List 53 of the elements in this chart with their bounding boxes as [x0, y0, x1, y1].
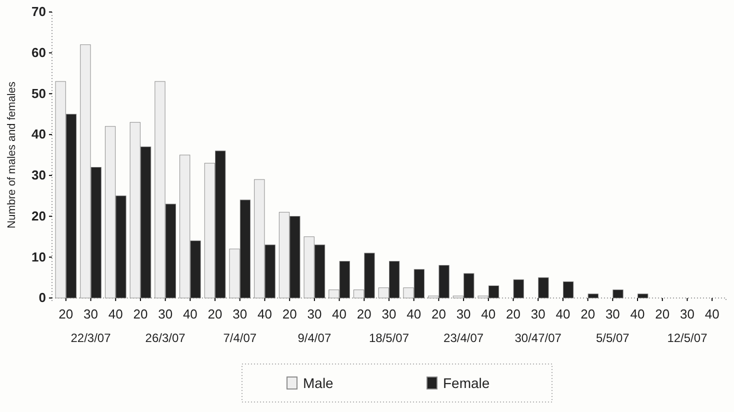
x-tick-label: 40 [182, 306, 198, 322]
x-tick-label: 30 [605, 306, 620, 322]
y-tick-label: 0 [38, 290, 46, 306]
x-tick-label: 30 [307, 306, 322, 322]
text: 26/3/07 [145, 331, 186, 345]
text: 7/4/07 [223, 331, 257, 345]
x-tick-label: 40 [258, 306, 272, 322]
y-tick-label: 70 [32, 4, 46, 20]
x-tick-label: 30 [158, 306, 173, 322]
x-tick-label: 20 [282, 306, 297, 322]
y-tick-label: 20 [32, 208, 46, 224]
x-tick-label: 30 [680, 306, 694, 322]
x-tick-label: 30 [84, 306, 98, 322]
x-tick-label: 30 [530, 306, 546, 322]
bar [588, 294, 598, 298]
text: 30/47/07 [514, 331, 562, 345]
y-axis-title: Numbre of males and females [6, 81, 18, 228]
text: 22/3/07 [70, 331, 112, 345]
bar [562, 281, 574, 298]
x-tick-label: 30 [382, 306, 396, 322]
x-tick-label: 40 [406, 306, 422, 322]
x-tick-label: 20 [356, 306, 372, 322]
x-tick-label: 40 [704, 306, 720, 322]
y-tick-label: 40 [32, 126, 46, 142]
x-tick-label: 40 [108, 306, 123, 322]
x-tick-label: 20 [208, 306, 222, 322]
bar [513, 279, 524, 298]
legend-label: Male [303, 375, 334, 391]
text: 12/5/07 [667, 331, 708, 345]
text: 23/4/07 [444, 331, 484, 345]
y-tick-label: 60 [32, 45, 46, 60]
x-tick-label: 20 [431, 306, 446, 322]
text: 9/4/07 [298, 331, 332, 345]
x-tick-label: 40 [556, 306, 570, 322]
bar [538, 277, 549, 298]
text: 18/5/07 [368, 331, 410, 345]
x-tick-label: 40 [481, 306, 496, 322]
x-tick-label: 20 [506, 306, 520, 322]
x-tick-label: 30 [232, 306, 248, 322]
x-tick-label: 20 [58, 306, 74, 322]
x-tick-label: 40 [630, 306, 645, 322]
bar [612, 290, 624, 298]
bar [638, 294, 648, 298]
x-tick-label: 20 [580, 306, 596, 322]
x-tick-label: 20 [133, 306, 148, 322]
x-tick-label: 30 [456, 306, 471, 322]
text: 5/5/07 [596, 331, 630, 345]
y-tick-label: 50 [32, 86, 46, 101]
legend-label: Female [443, 375, 490, 391]
y-tick-label: 10 [32, 249, 46, 264]
x-tick-label: 20 [655, 306, 670, 322]
x-tick-label: 40 [332, 306, 347, 322]
y-tick-label: 30 [32, 168, 46, 183]
